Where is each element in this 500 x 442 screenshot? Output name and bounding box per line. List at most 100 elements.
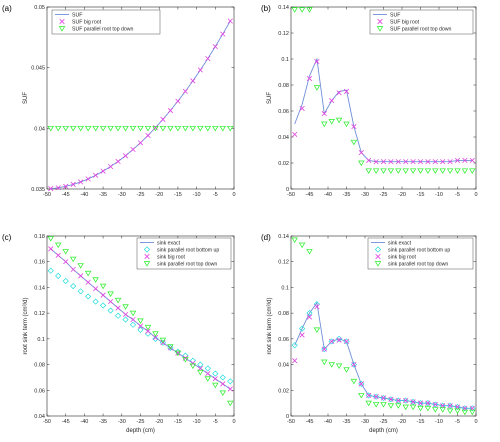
data-point xyxy=(93,286,99,292)
data-point xyxy=(69,256,77,263)
x-tick-label: -40 xyxy=(324,419,332,425)
y-tick-label: 0.1 xyxy=(281,57,289,63)
y-axis-title: SUF xyxy=(23,92,29,104)
data-point xyxy=(55,252,61,258)
data-point xyxy=(219,374,226,381)
data-point xyxy=(107,125,114,132)
data-point xyxy=(78,179,84,185)
x-tick-label: -35 xyxy=(99,419,107,425)
data-point xyxy=(130,146,136,153)
data-point xyxy=(69,125,77,132)
x-tick-label: -40 xyxy=(324,192,332,198)
data-point xyxy=(291,7,298,13)
data-point xyxy=(48,186,54,192)
data-point xyxy=(358,380,365,387)
legend-entry: SUF parallel root top down xyxy=(72,26,134,32)
data-point xyxy=(159,125,167,132)
data-point xyxy=(63,259,69,265)
data-point xyxy=(227,125,234,132)
series-3 xyxy=(47,236,234,407)
data-point xyxy=(77,288,84,295)
series-0 xyxy=(50,20,231,190)
data-point xyxy=(219,125,226,132)
x-tick-label: -45 xyxy=(62,192,70,198)
x-tick-label: -30 xyxy=(361,192,369,198)
data-point xyxy=(85,279,91,285)
data-point xyxy=(70,181,76,187)
y-tick-label: 0.18 xyxy=(34,234,45,240)
data-point xyxy=(380,394,387,402)
data-point xyxy=(114,125,122,132)
data-point xyxy=(85,293,92,300)
data-point xyxy=(469,168,476,174)
y-tick-label: 0 xyxy=(286,187,289,193)
data-point xyxy=(152,335,159,342)
panel-label-b: (b) xyxy=(261,4,271,13)
data-point xyxy=(432,407,439,413)
series-3 xyxy=(291,237,476,416)
legend-entry: sink big root xyxy=(388,254,417,260)
data-point xyxy=(306,310,313,317)
data-point xyxy=(424,405,432,412)
data-point xyxy=(298,7,306,13)
data-point xyxy=(137,125,144,132)
axes-frame xyxy=(46,6,235,190)
data-point xyxy=(395,159,401,165)
y-axis-title: root sink term (cm³/d) xyxy=(267,297,273,354)
data-point xyxy=(366,157,372,163)
data-point xyxy=(409,404,417,411)
data-point xyxy=(409,168,417,174)
data-point xyxy=(159,339,167,346)
y-tick-label: 0.02 xyxy=(278,161,289,167)
panel-label-c: (c) xyxy=(2,233,12,242)
legend-swatch xyxy=(377,18,383,25)
data-point xyxy=(107,298,114,305)
data-point xyxy=(336,90,342,96)
data-point xyxy=(107,307,114,314)
x-tick-label: -50 xyxy=(43,192,51,198)
data-point xyxy=(62,277,69,285)
data-point xyxy=(328,362,335,368)
data-point xyxy=(424,400,431,407)
data-point xyxy=(299,105,305,111)
data-point xyxy=(197,361,204,368)
data-point xyxy=(388,159,394,165)
data-point xyxy=(365,392,372,399)
data-point xyxy=(152,331,159,337)
data-point xyxy=(77,125,84,132)
series-line xyxy=(50,20,231,190)
x-axis-title: depth (cm) xyxy=(126,428,155,434)
y-tick-label: 0.05 xyxy=(34,5,45,11)
data-point xyxy=(343,121,350,128)
data-point xyxy=(454,157,461,163)
data-point xyxy=(358,381,364,387)
data-point xyxy=(454,168,461,174)
data-point xyxy=(145,328,151,334)
data-point xyxy=(440,159,446,165)
legend-entry: sink exact xyxy=(157,240,181,246)
data-point xyxy=(321,359,328,366)
legend-swatch xyxy=(144,253,150,260)
data-point xyxy=(47,125,54,132)
x-tick-label: -45 xyxy=(306,419,314,425)
data-point xyxy=(55,185,61,191)
legend-swatch xyxy=(375,253,381,260)
y-tick-label: 0.045 xyxy=(31,66,45,72)
x-tick-label: -40 xyxy=(80,192,88,198)
data-point xyxy=(152,125,159,132)
data-point xyxy=(212,376,218,382)
x-tick-label: -50 xyxy=(287,419,295,425)
x-tick-label: -40 xyxy=(80,419,88,425)
data-point xyxy=(343,338,350,345)
data-point xyxy=(424,168,432,174)
data-point xyxy=(366,392,372,399)
legend-swatch xyxy=(59,18,65,25)
data-point xyxy=(93,172,99,178)
data-point xyxy=(417,168,424,174)
series-0 xyxy=(294,57,473,163)
data-point xyxy=(329,338,335,345)
data-point xyxy=(372,168,380,174)
x-tick-label: -50 xyxy=(287,192,295,198)
